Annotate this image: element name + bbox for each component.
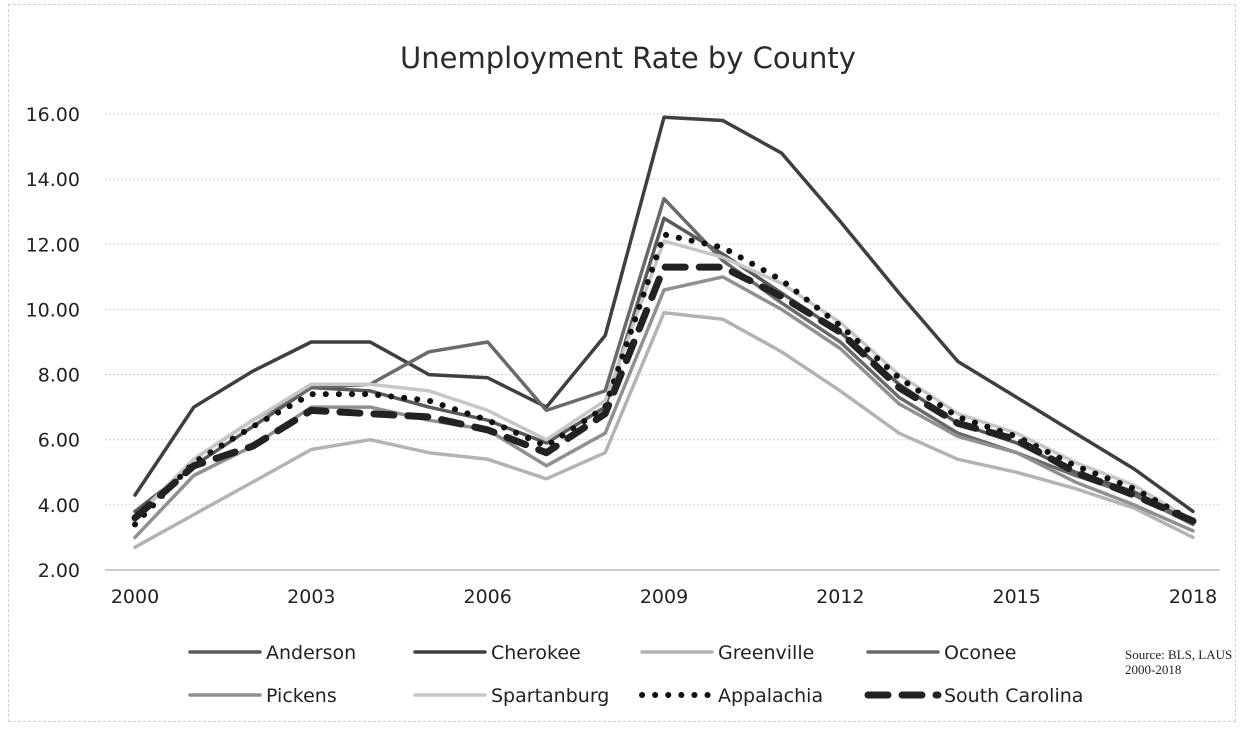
legend-item-anderson: Anderson: [188, 642, 356, 664]
y-tick-label: 8.00: [38, 365, 80, 387]
x-tick-label: 2009: [640, 586, 688, 608]
x-tick-label: 2012: [816, 586, 864, 608]
legend-item-oconee: Oconee: [866, 642, 1016, 664]
legend-label: Appalachia: [718, 685, 823, 707]
chart-title: Unemployment Rate by County: [400, 41, 856, 75]
x-tick-label: 2006: [463, 586, 511, 608]
series-line-spartanburg: [133, 239, 1195, 523]
legend-item-cherokee: Cherokee: [413, 642, 581, 664]
x-tick-label: 2018: [1169, 586, 1217, 608]
legend-item-pickens: Pickens: [188, 685, 337, 707]
y-tick-label: 14.00: [26, 169, 80, 191]
legend-label: South Carolina: [944, 685, 1083, 707]
legend-label: Greenville: [718, 642, 814, 664]
y-tick-label: 12.00: [26, 234, 80, 256]
legend-item-appalachia: Appalachia: [639, 685, 823, 707]
legend-label: Oconee: [944, 642, 1016, 664]
x-tick-labels: 2000 2003 2006 2009 2012 2015 2018: [111, 586, 1217, 608]
series-line-greenville: [133, 310, 1195, 549]
series-line-south-carolina: [131, 263, 1197, 525]
grid-layer: [105, 113, 1220, 571]
y-tick-label: 6.00: [38, 430, 80, 452]
legend-label: Spartanburg: [491, 685, 609, 707]
x-tick-label: 2015: [992, 586, 1040, 608]
y-tick-labels: 2.00 4.00 6.00 8.00 10.00 12.00 14.00 16.00: [26, 104, 80, 582]
y-tick-label: 2.00: [38, 560, 80, 582]
x-tick-label: 2000: [111, 586, 159, 608]
legend: Anderson Cherokee Greenville Oconee Pickens S…: [188, 642, 1083, 707]
source-note: Source: BLS, LAUS 2000-2018: [1125, 647, 1233, 677]
legend-item-south-carolina: South Carolina: [864, 685, 1083, 707]
y-tick-label: 16.00: [26, 104, 80, 126]
series-line-cherokee: [133, 115, 1195, 514]
y-tick-label: 4.00: [38, 495, 80, 517]
x-tick-label: 2003: [287, 586, 335, 608]
legend-item-spartanburg: Spartanburg: [413, 685, 609, 707]
legend-item-greenville: Greenville: [640, 642, 814, 664]
legend-label: Pickens: [266, 685, 337, 707]
y-tick-label: 10.00: [26, 299, 80, 321]
legend-label: Anderson: [266, 642, 356, 664]
series-line-appalachia: [132, 231, 1196, 528]
series-layer: [131, 115, 1197, 549]
legend-label: Cherokee: [491, 642, 581, 664]
